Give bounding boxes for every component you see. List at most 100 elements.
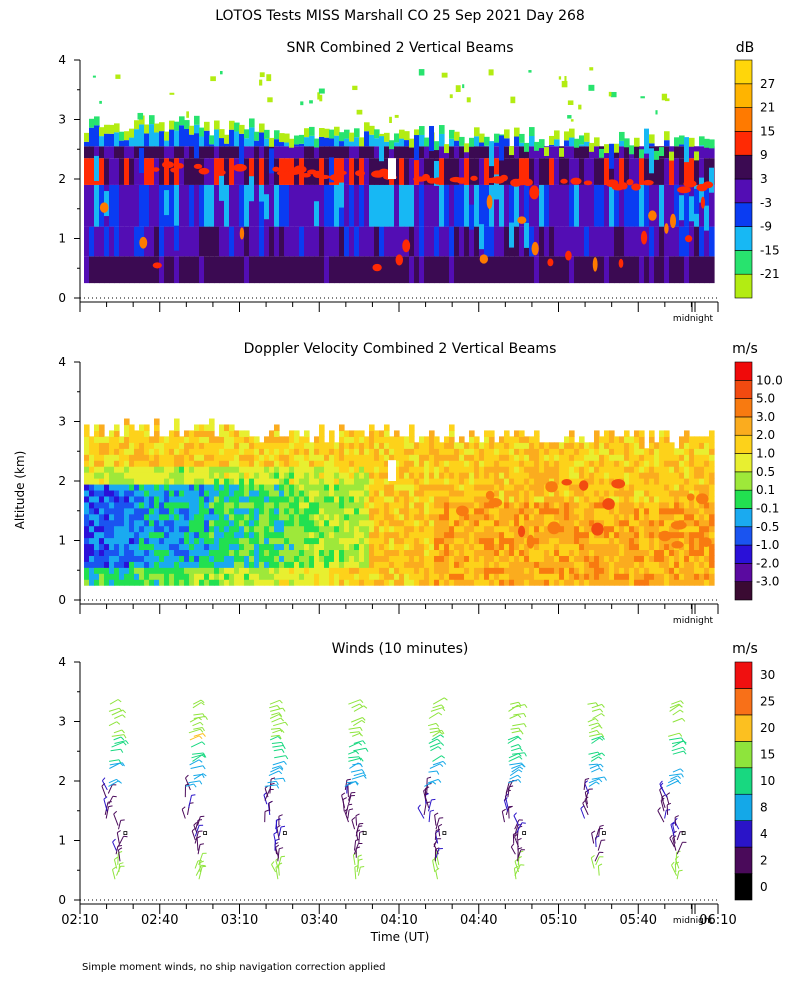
doppler-cell [619,496,625,503]
doppler-cell [399,508,405,515]
doppler-cell [294,454,300,461]
snr-cell [249,127,255,146]
doppler-cell [229,549,235,556]
doppler-cell [94,466,100,473]
wind-barb-flag [280,700,283,703]
doppler-cell [354,436,360,443]
doppler-cell [169,549,175,556]
doppler-cell [479,478,485,485]
snr-cell [94,256,100,283]
wind-barb-flag [585,779,589,780]
snr-cell [164,256,170,283]
snr-cell [134,158,140,185]
doppler-cell [334,567,340,574]
doppler-cell [404,466,410,473]
snr-cell [229,256,235,283]
doppler-cell [194,543,200,550]
doppler-cell [184,448,190,455]
doppler-cell [569,520,575,527]
doppler-cell [444,466,450,473]
snr-cell [449,256,455,283]
doppler-cell [164,466,170,473]
doppler-cell [109,567,115,574]
doppler-cell [709,466,715,473]
wind-barb-flag [199,760,202,763]
doppler-cell [284,460,290,467]
doppler-cell [339,436,345,443]
y-tick-label: 4 [58,53,66,67]
doppler-cell [574,442,580,449]
doppler-cell [509,466,515,473]
doppler-cell [184,549,190,556]
doppler-cell [359,466,365,473]
doppler-cell [644,508,650,515]
doppler-cell [389,496,395,503]
doppler-cell [634,436,640,443]
doppler-cell [224,514,230,521]
doppler-cell [564,579,570,586]
doppler-cell [514,561,520,568]
wind-barb [109,708,119,711]
doppler-cell [369,561,375,568]
snr-cell [459,187,464,212]
doppler-cell [544,442,550,449]
doppler-cell [679,502,685,509]
snr-cell [84,227,90,257]
doppler-cell [484,526,490,533]
doppler-cell [104,472,110,479]
snr-cell [594,185,600,227]
doppler-cell [129,579,135,586]
snr-cell [499,227,505,257]
snr-cell [604,227,610,257]
doppler-cell [324,567,330,574]
doppler-cell [159,532,165,539]
doppler-cell [594,466,600,473]
doppler-cell [129,490,135,497]
wind-barb [592,833,594,843]
doppler-cell [339,514,345,521]
snr-cell [264,146,270,158]
doppler-cell [499,466,505,473]
doppler-cell [519,484,525,491]
doppler-cell [314,508,320,515]
snr-cell [654,151,660,160]
doppler-cell [379,430,385,437]
doppler-cell [89,496,95,503]
doppler-cell [709,526,715,533]
doppler-cell [89,561,95,568]
doppler-cell [109,472,115,479]
doppler-cell [209,567,215,574]
snr-cell [234,146,240,158]
doppler-cell [454,561,460,568]
doppler-cell [624,466,630,473]
doppler-cell [289,543,295,550]
doppler-cell [484,561,490,568]
doppler-cell [354,508,360,515]
snr-cell [109,227,115,257]
doppler-cell [209,478,215,485]
snr-cell [84,133,90,142]
doppler-cell [414,549,420,556]
doppler-cell [144,430,150,437]
doppler-cell [339,496,345,503]
doppler-cell [664,502,670,509]
doppler-cell [179,555,185,562]
doppler-cell [684,448,690,455]
doppler-cell [629,466,635,473]
doppler-cell [294,567,300,574]
doppler-cell [114,496,120,503]
doppler-cell [564,436,570,443]
snr-cell [249,256,255,283]
doppler-cell [409,567,415,574]
doppler-cell [134,543,140,550]
wind-barb-flag [269,801,273,803]
doppler-cell [674,573,680,580]
doppler-cell [444,448,450,455]
doppler-cell [699,526,705,533]
doppler-cell [639,502,645,509]
y-tick-label: 3 [58,113,66,127]
wind-barb-flag [678,776,681,779]
doppler-cell [539,502,545,509]
doppler-cell [394,567,400,574]
doppler-cell [619,543,625,550]
